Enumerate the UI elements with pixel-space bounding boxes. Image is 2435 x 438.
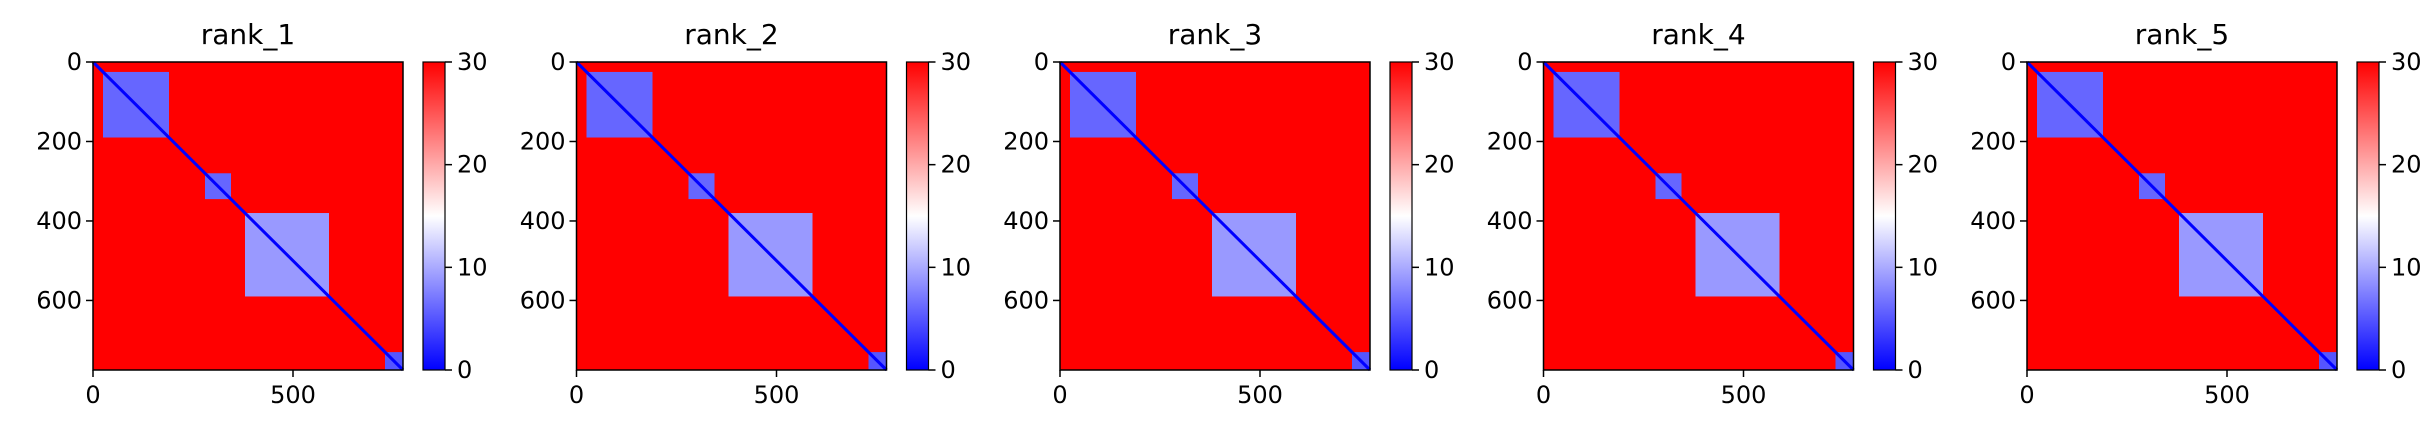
axes-frame [92, 61, 404, 371]
panel-title: rank_4 [1651, 18, 1745, 51]
colorbar-tick-label: 30 [2391, 48, 2422, 76]
y-tick-label: 600 [520, 286, 566, 314]
colorbar-tick-label: 30 [1908, 48, 1939, 76]
heatmap-diagonal [2025, 60, 2339, 372]
y-tick-label: 600 [1003, 286, 1049, 314]
colorbar [1389, 61, 1413, 371]
heatmap-diagonal [1058, 60, 1372, 372]
y-tick-label: 400 [1003, 207, 1049, 235]
y-tick-label: 400 [36, 207, 82, 235]
colorbar-tick-label: 0 [941, 356, 956, 384]
heatmap-diagonal [91, 60, 405, 372]
axes-frame [575, 61, 888, 371]
y-tick-label: 200 [1487, 127, 1533, 155]
y-tick-label: 0 [1034, 48, 1049, 76]
x-tick-label: 500 [2204, 381, 2250, 409]
panel-title: rank_5 [2135, 18, 2229, 51]
x-tick-label: 500 [270, 381, 316, 409]
colorbar-tick-label: 10 [1908, 253, 1939, 281]
y-tick-label: 200 [36, 127, 82, 155]
y-tick-label: 400 [1487, 207, 1533, 235]
colorbar-tick-label: 30 [1424, 48, 1455, 76]
colorbar-tick-label: 0 [1908, 356, 1923, 384]
colorbar [422, 61, 446, 371]
colorbar [905, 61, 930, 371]
colorbar-tick-label: 10 [1424, 253, 1455, 281]
x-tick-label: 0 [85, 381, 100, 409]
panel-title: rank_3 [1168, 18, 1262, 51]
colorbar-tick-label: 30 [457, 48, 488, 76]
colorbar [1872, 61, 1897, 371]
y-tick-label: 600 [1970, 286, 2016, 314]
colorbar-tick-label: 20 [941, 151, 972, 179]
colorbar-tick-label: 20 [1424, 151, 1455, 179]
panel-3: rank_3 0 500 0 200 400 600 0 10 20 30 [1003, 18, 1454, 409]
x-tick-label: 0 [569, 381, 584, 409]
x-tick-label: 0 [2019, 381, 2034, 409]
panel-title: rank_2 [684, 18, 778, 51]
y-tick-label: 0 [1517, 48, 1532, 76]
y-tick-label: 0 [550, 48, 565, 76]
colorbar-tick-label: 10 [2391, 253, 2422, 281]
y-tick-label: 200 [520, 127, 566, 155]
colorbar-tick-label: 0 [1424, 356, 1439, 384]
panel-5: rank_5 0 500 0 200 400 600 0 10 20 30 [1970, 18, 2421, 409]
panel-title: rank_1 [201, 18, 295, 51]
y-tick-label: 200 [1003, 127, 1049, 155]
x-tick-label: 0 [1052, 381, 1067, 409]
y-tick-label: 600 [36, 286, 82, 314]
colorbar-tick-label: 20 [2391, 151, 2422, 179]
y-tick-label: 600 [1487, 286, 1533, 314]
axes-frame [1059, 61, 1371, 371]
colorbar-tick-label: 20 [1908, 151, 1939, 179]
y-tick-label: 0 [2001, 48, 2016, 76]
panel-2: rank_2 0 500 0 200 400 600 0 10 20 30 [520, 18, 971, 409]
colorbar [2356, 61, 2380, 371]
heatmap-diagonal [575, 60, 888, 372]
heatmap-diagonal [1542, 60, 1855, 372]
x-tick-label: 0 [1536, 381, 1551, 409]
y-tick-label: 400 [520, 207, 566, 235]
y-tick-label: 400 [1970, 207, 2016, 235]
panel-1: rank_1 0 500 0 200 400 600 0 10 20 30 [36, 18, 487, 409]
panel-4: rank_4 0 500 0 200 400 600 0 10 20 30 [1487, 18, 1938, 409]
colorbar-tick-label: 10 [941, 253, 972, 281]
x-tick-label: 500 [754, 381, 800, 409]
axes-frame [1542, 61, 1855, 371]
colorbar-tick-label: 0 [2391, 356, 2406, 384]
colorbar-tick-label: 10 [457, 253, 488, 281]
colorbar-tick-label: 20 [457, 151, 488, 179]
x-tick-label: 500 [1721, 381, 1767, 409]
y-tick-label: 0 [67, 48, 82, 76]
x-tick-label: 500 [1237, 381, 1283, 409]
axes-frame [2026, 61, 2338, 371]
colorbar-tick-label: 30 [941, 48, 972, 76]
y-tick-label: 200 [1970, 127, 2016, 155]
colorbar-tick-label: 0 [457, 356, 472, 384]
